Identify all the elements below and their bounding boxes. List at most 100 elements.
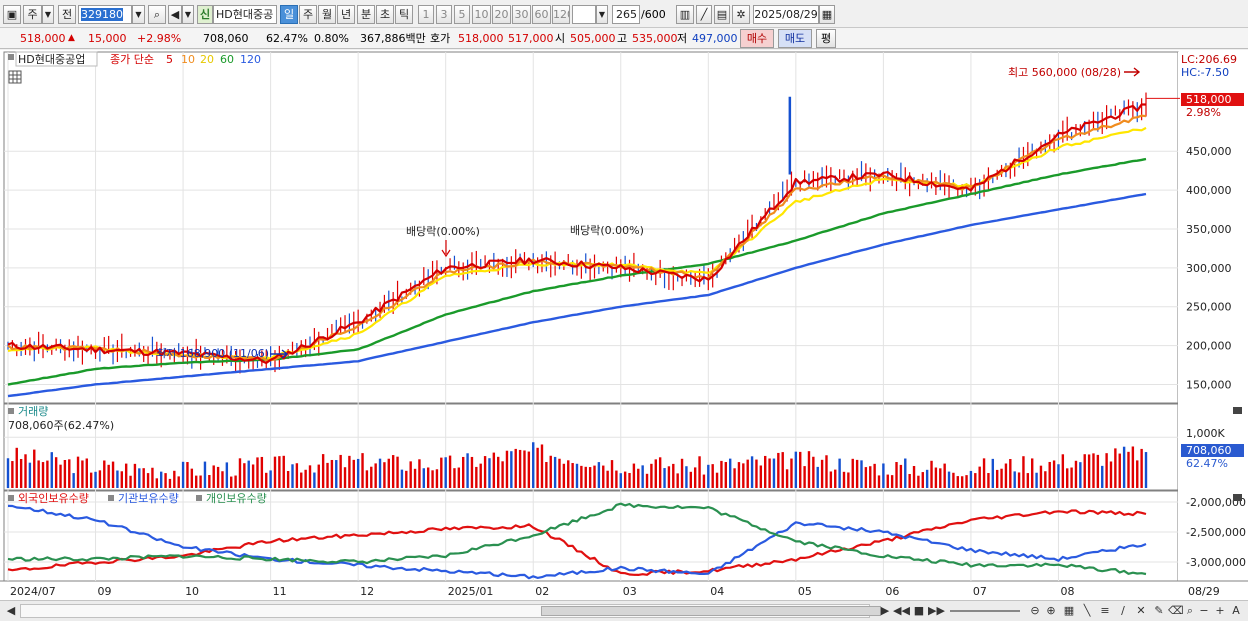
volume-bar — [405, 470, 408, 488]
volume-bar — [1105, 453, 1108, 488]
draw-icon[interactable]: ╱ — [696, 5, 712, 24]
buy-button[interactable]: 매수 — [740, 29, 774, 48]
code-dropdown-icon[interactable]: ▼ — [132, 5, 145, 24]
zoom-out-icon[interactable]: ⊖ — [1030, 604, 1040, 617]
volume-bar — [181, 461, 185, 488]
scrollbar-track[interactable] — [20, 604, 881, 618]
forward-icon[interactable]: ▶▶ — [928, 604, 945, 617]
line-tool-icon[interactable]: ╲ — [1083, 604, 1091, 617]
layout-icon[interactable]: ▦ — [1063, 604, 1075, 617]
volume-bar — [816, 466, 819, 488]
volume-bar — [225, 462, 229, 488]
window-menu-icon[interactable]: ▣ — [3, 5, 21, 24]
speaker-icon[interactable]: ◀ — [168, 5, 182, 24]
save-icon[interactable]: ▤ — [714, 5, 730, 24]
scroll-left-icon[interactable]: ◀ — [6, 604, 16, 617]
cross-tool-icon[interactable]: ✕ — [1136, 604, 1146, 617]
gear-icon[interactable]: ✲ — [732, 5, 750, 24]
fib-tool-icon[interactable]: ≡ — [1100, 604, 1110, 617]
n3-button[interactable]: 3 — [436, 5, 452, 24]
change-arrow-icon: ▲ — [68, 33, 75, 43]
count-input[interactable]: 265 — [612, 5, 640, 24]
speaker-dropdown-icon[interactable]: ▼ — [182, 5, 194, 24]
holding-close-icon[interactable] — [1233, 494, 1242, 501]
volume-bar — [453, 468, 456, 488]
volume-bar — [672, 463, 675, 488]
x-tick-label: 08 — [1060, 585, 1074, 598]
indicator-icon[interactable]: ▥ — [676, 5, 694, 24]
scroll-right-icon[interactable]: ▶ — [880, 604, 890, 617]
zoom-in-icon[interactable]: ⊕ — [1046, 604, 1056, 617]
volume-bar — [103, 460, 106, 488]
search-icon[interactable]: ⌕ — [148, 5, 166, 24]
calendar-icon[interactable]: ▦ — [819, 5, 835, 24]
volume-bar — [869, 466, 872, 488]
volume-bar — [1122, 446, 1126, 488]
volume-bar — [540, 444, 544, 488]
dividend-annotation-2: 배당락(0.00%) — [570, 224, 644, 237]
volume-bar — [549, 455, 552, 488]
volume-bar — [781, 452, 784, 488]
last-percent-label: 2.98% — [1186, 106, 1221, 119]
magnify-icon[interactable]: ⌕ — [1186, 604, 1194, 617]
volume-bar — [295, 463, 299, 488]
volume-close-icon[interactable] — [1233, 407, 1242, 414]
trend-tool-icon[interactable]: ∕ — [1121, 604, 1125, 617]
n30-button[interactable]: 30 — [512, 5, 531, 24]
chart-area[interactable]: 150,000 200,000 250,000 300,000 350,000 400,0… — [0, 50, 1248, 600]
minus-icon[interactable]: − — [1199, 604, 1209, 617]
volume-bar — [59, 464, 62, 488]
n20-button[interactable]: 20 — [492, 5, 511, 24]
stock-name-field[interactable]: HD현대중공 — [213, 5, 277, 24]
custom-n-input[interactable] — [572, 5, 596, 24]
change-percent: +2.98% — [137, 32, 182, 45]
scrollbar-thumb[interactable] — [541, 606, 881, 616]
volume-bar — [921, 472, 924, 488]
volume-bar — [912, 465, 916, 488]
avg-button[interactable]: 평 — [816, 29, 836, 48]
chevron-down-icon[interactable]: ▼ — [42, 5, 54, 24]
date-input[interactable]: 2025/08/29 — [753, 5, 819, 24]
volume-bar — [908, 473, 911, 488]
volume-percent: 62.47% — [266, 32, 308, 45]
n120-button[interactable]: 120 — [552, 5, 570, 24]
n60-button[interactable]: 60 — [532, 5, 551, 24]
rewind-icon[interactable]: ◀◀ — [893, 604, 910, 617]
type-select[interactable]: 주 — [23, 5, 42, 24]
period-minute-button[interactable]: 분 — [357, 5, 375, 24]
n5-button[interactable]: 5 — [454, 5, 470, 24]
volume-bar — [965, 475, 968, 488]
period-day-button[interactable]: 일 — [280, 5, 298, 24]
n10-button[interactable]: 10 — [472, 5, 491, 24]
erase-tool-icon[interactable]: ⌫ — [1168, 604, 1184, 617]
sell-button[interactable]: 매도 — [778, 29, 812, 48]
prev-button[interactable]: 전 — [58, 5, 76, 24]
font-size-icon[interactable]: A — [1232, 604, 1240, 617]
price-tick-label: 250,000 — [1186, 301, 1232, 314]
volume-bar — [448, 455, 452, 488]
volume-bar — [37, 460, 40, 488]
period-year-button[interactable]: 년 — [337, 5, 355, 24]
period-week-button[interactable]: 주 — [299, 5, 317, 24]
pen-tool-icon[interactable]: ✎ — [1154, 604, 1164, 617]
zoom-slider[interactable] — [950, 610, 1020, 612]
stock-code-input[interactable]: 329180 — [78, 5, 132, 24]
open-price: 505,000 — [570, 32, 616, 45]
period-second-button[interactable]: 초 — [376, 5, 394, 24]
stop-icon[interactable]: ■ — [913, 604, 925, 617]
table-icon[interactable] — [8, 70, 22, 84]
custom-n-dropdown-icon[interactable]: ▼ — [596, 5, 608, 24]
period-month-button[interactable]: 월 — [318, 5, 336, 24]
chart-svg[interactable]: 150,000 200,000 250,000 300,000 350,000 400,0… — [0, 50, 1248, 600]
volume-bar — [904, 458, 907, 488]
legend-name-box[interactable] — [15, 51, 98, 67]
period-tick-button[interactable]: 틱 — [395, 5, 413, 24]
ma-line-5 — [7, 103, 1146, 365]
volume-bar — [952, 472, 955, 488]
volume-bar — [203, 461, 207, 488]
volume-bar — [138, 468, 141, 488]
plus-icon[interactable]: + — [1215, 604, 1225, 617]
volume-bar — [523, 450, 526, 488]
volume-bar — [94, 471, 97, 488]
n1-button[interactable]: 1 — [418, 5, 434, 24]
